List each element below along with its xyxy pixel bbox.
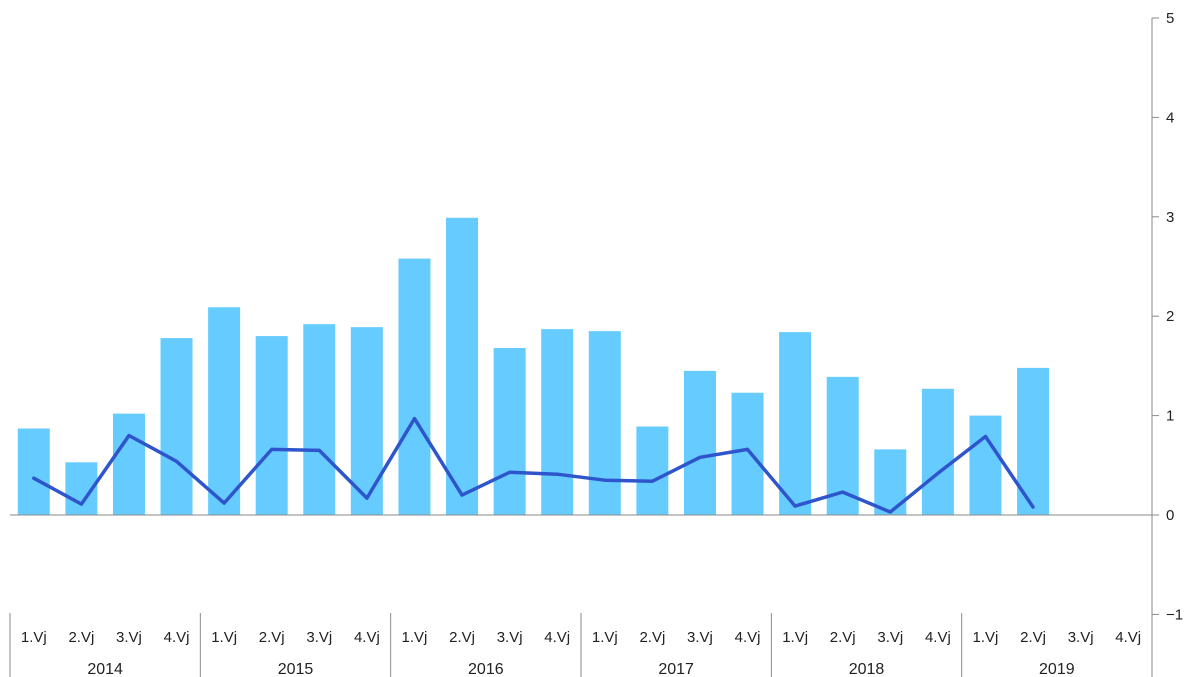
bar [160, 338, 193, 515]
x-tick-label: 3.Vj [497, 629, 523, 646]
y-tick-label: −1 [1166, 606, 1183, 623]
line-point [79, 502, 83, 506]
line-point [650, 479, 654, 483]
x-category-axis: 1.Vj 2.Vj 3.Vj 4.Vj 1.Vj 2.Vj 3.Vj 4.Vj 1.Vj 2.Vj… [9, 613, 1153, 677]
line-point [317, 448, 321, 452]
line-point [32, 476, 36, 480]
y-tick-label: 3 [1166, 209, 1174, 226]
line-point [841, 490, 845, 494]
x-tick-label: 4.Vj [925, 629, 951, 646]
x-group-label: 2019 [1039, 661, 1075, 677]
x-group-label: 2016 [468, 661, 504, 677]
bar [17, 428, 50, 515]
line-point [746, 447, 750, 451]
line-point [1031, 505, 1035, 509]
x-tick-label: 1.Vj [592, 629, 618, 646]
line-point [555, 472, 559, 476]
line-point [460, 493, 464, 497]
bar [255, 336, 288, 515]
line-point [270, 447, 274, 451]
x-group-label: 2018 [849, 661, 885, 677]
bar [208, 307, 241, 515]
x-tick-label: 2.Vj [830, 629, 856, 646]
x-tick-label: 2.Vj [1020, 629, 1046, 646]
x-tick-label: 4.Vj [1115, 629, 1141, 646]
x-tick-label: 1.Vj [782, 629, 808, 646]
line-point [127, 433, 131, 437]
x-group-label: 2014 [87, 661, 123, 677]
y-tick-label: 0 [1166, 507, 1174, 524]
x-group-label: 2015 [278, 661, 314, 677]
line-point [936, 471, 940, 475]
x-tick-label: 4.Vj [164, 629, 190, 646]
bar [779, 332, 812, 515]
bar [446, 217, 479, 515]
bar [303, 324, 336, 515]
line-point [603, 478, 607, 482]
bar [493, 348, 526, 515]
bar [731, 392, 764, 515]
x-tick-label: 4.Vj [735, 629, 761, 646]
line-point [508, 470, 512, 474]
x-tick-label: 1.Vj [211, 629, 237, 646]
x-tick-label: 2.Vj [449, 629, 475, 646]
line-path [32, 416, 1035, 514]
x-group-label: 2017 [658, 661, 694, 677]
bar-series [17, 217, 1050, 515]
bar [874, 449, 907, 515]
x-tick-label: 2.Vj [639, 629, 665, 646]
bar [541, 329, 574, 515]
x-tick-label: 2.Vj [68, 629, 94, 646]
x-tick-label: 3.Vj [306, 629, 332, 646]
bar [112, 413, 145, 515]
line-point [222, 501, 226, 505]
x-tick-label: 2.Vj [259, 629, 285, 646]
line-point [365, 496, 369, 500]
line-point [412, 417, 416, 421]
x-tick-label: 1.Vj [402, 629, 428, 646]
x-tick-label: 4.Vj [544, 629, 570, 646]
bar [636, 426, 669, 515]
y-tick-label: 5 [1166, 10, 1174, 27]
line-point [888, 510, 892, 514]
bar [588, 331, 621, 515]
line-point [793, 504, 797, 508]
x-tick-label: 3.Vj [687, 629, 713, 646]
axes: 5 4 3 2 1 0 −1 [10, 10, 1183, 623]
bar [969, 415, 1002, 515]
line-point [175, 459, 179, 463]
x-tick-label: 1.Vj [973, 629, 999, 646]
y-tick-label: 4 [1166, 109, 1174, 126]
y-tick-label: 2 [1166, 308, 1174, 325]
line-point [698, 455, 702, 459]
bar [683, 370, 716, 515]
line-point [983, 434, 987, 438]
x-tick-label: 3.Vj [877, 629, 903, 646]
bar [921, 388, 954, 515]
line-series [32, 416, 1035, 514]
x-tick-label: 4.Vj [354, 629, 380, 646]
x-tick-label: 1.Vj [21, 629, 47, 646]
x-tick-label: 3.Vj [116, 629, 142, 646]
bar [398, 258, 431, 515]
x-tick-label: 3.Vj [1068, 629, 1094, 646]
y-tick-label: 1 [1166, 408, 1174, 425]
